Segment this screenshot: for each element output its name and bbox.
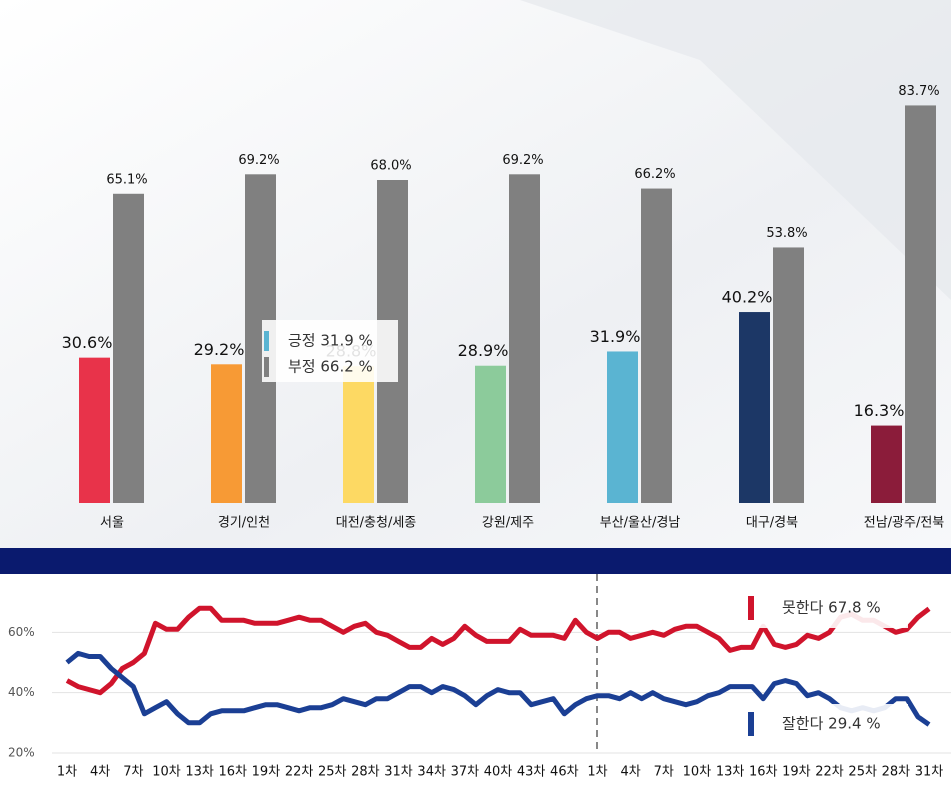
x-tick-label: 10차 <box>152 765 181 780</box>
data-label: 66.2% <box>634 167 675 182</box>
data-label: 69.2% <box>502 153 543 168</box>
line <box>65 650 931 727</box>
legend-box <box>740 588 908 628</box>
data-label: 31.9% <box>590 327 641 346</box>
legend-swatch <box>748 712 754 736</box>
x-tick-label: 34차 <box>417 765 446 780</box>
tooltip-text: 부정 66.2 % <box>288 358 373 376</box>
bar <box>79 357 110 503</box>
legend-label: 잘한다 29.4 % <box>782 715 881 733</box>
x-tick-label: 40차 <box>484 765 513 780</box>
y-tick-label: 40% <box>8 685 35 699</box>
tooltip-swatch <box>264 331 269 351</box>
bar <box>773 247 804 503</box>
x-tick-label: 4차 <box>90 765 110 780</box>
x-tick-label: 서울 <box>100 516 124 531</box>
x-tick-label: 31차 <box>915 765 944 780</box>
x-tick-label: 13차 <box>185 765 214 780</box>
bar <box>475 365 506 503</box>
data-label: 53.8% <box>766 226 807 241</box>
bar <box>739 312 770 503</box>
x-tick-label: 46차 <box>550 765 579 780</box>
line <box>65 605 931 696</box>
x-tick-label: 25차 <box>318 765 347 780</box>
bar <box>343 366 374 503</box>
legend-box <box>740 704 908 744</box>
x-tick-label: 경기/인천 <box>218 516 270 531</box>
bar <box>211 364 242 503</box>
x-tick-label: 25차 <box>848 765 877 780</box>
x-tick-label: 28차 <box>882 765 911 780</box>
x-tick-label: 37차 <box>451 765 480 780</box>
data-label: 40.2% <box>722 288 773 307</box>
data-label: 65.1% <box>106 172 147 187</box>
legend-swatch <box>748 596 754 620</box>
x-tick-label: 7차 <box>654 765 674 780</box>
data-label: 69.2% <box>238 153 279 168</box>
x-tick-label: 22차 <box>285 765 314 780</box>
x-tick-label: 강원/제주 <box>482 516 534 531</box>
x-tick-label: 31차 <box>384 765 413 780</box>
legend-label: 못한다 67.8 % <box>782 599 881 617</box>
tooltip-swatch <box>264 357 269 377</box>
x-tick-label: 13차 <box>716 765 745 780</box>
x-tick-label: 4차 <box>620 765 640 780</box>
x-tick-label: 16차 <box>749 765 778 780</box>
x-tick-label: 1차 <box>57 765 77 780</box>
x-tick-label: 부산/울산/경남 <box>600 516 681 531</box>
data-label: 28.9% <box>458 341 509 360</box>
x-tick-label: 10차 <box>683 765 712 780</box>
data-label: 83.7% <box>898 84 939 99</box>
bar <box>113 193 144 503</box>
x-tick-label: 22차 <box>815 765 844 780</box>
x-tick-label: 28차 <box>351 765 380 780</box>
x-tick-label: 19차 <box>252 765 281 780</box>
x-tick-label: 대구/경북 <box>746 516 798 531</box>
y-tick-label: 20% <box>8 746 35 760</box>
tooltip-box <box>262 320 398 382</box>
x-tick-label: 1차 <box>587 765 607 780</box>
x-tick-label: 43차 <box>517 765 546 780</box>
bar <box>905 105 936 504</box>
data-label: 16.3% <box>854 401 905 420</box>
x-tick-label: 대전/충청/세종 <box>336 516 417 531</box>
divider-band <box>0 548 951 574</box>
x-tick-label: 16차 <box>219 765 248 780</box>
y-tick-label: 60% <box>8 625 35 639</box>
x-tick-label: 전남/광주/전북 <box>864 516 945 531</box>
x-tick-label: 19차 <box>782 765 811 780</box>
data-label: 29.2% <box>194 340 245 359</box>
x-tick-label: 7차 <box>123 765 143 780</box>
data-label: 68.0% <box>370 159 411 174</box>
bar <box>607 351 638 503</box>
bar <box>641 188 672 504</box>
bar <box>509 174 540 504</box>
tooltip-text: 긍정 31.9 % <box>288 332 373 350</box>
bar <box>871 425 902 503</box>
bg-shape <box>520 0 951 300</box>
data-label: 30.6% <box>62 333 113 352</box>
